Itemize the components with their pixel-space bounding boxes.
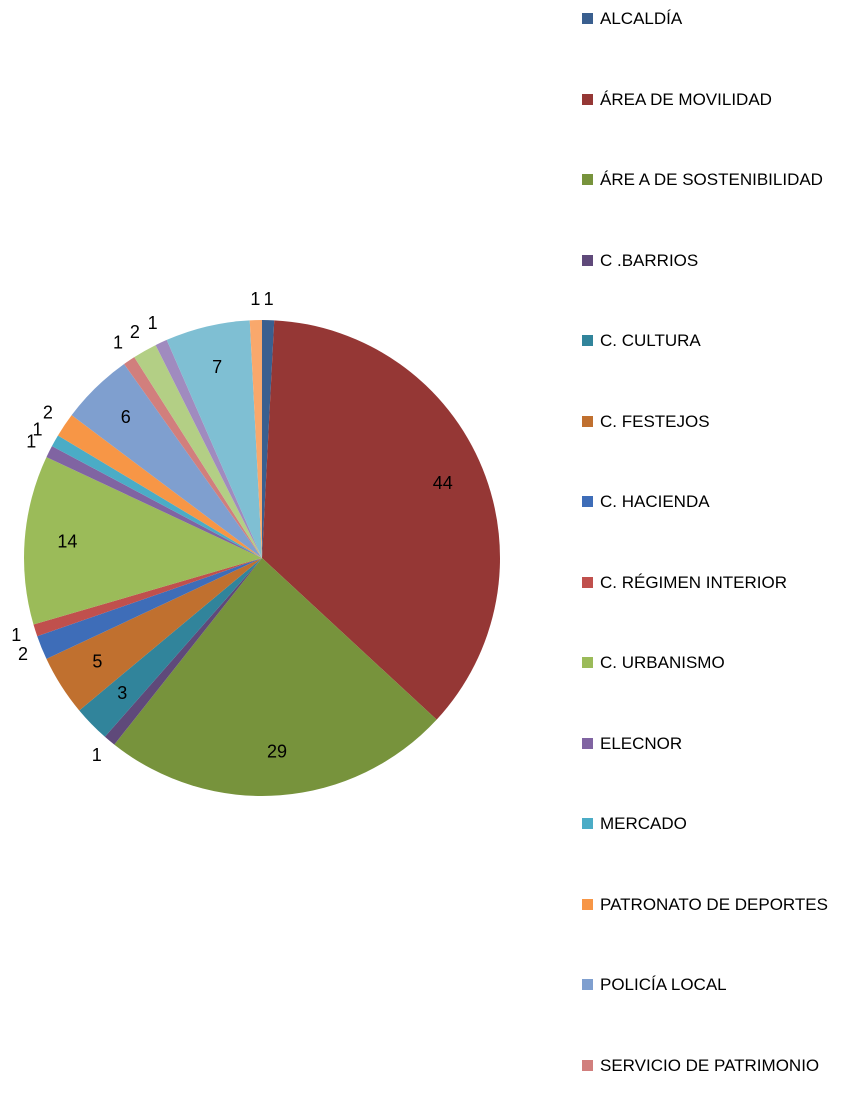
pie-slice xyxy=(104,558,263,745)
pie-slice xyxy=(79,558,263,737)
legend-swatch xyxy=(582,657,593,668)
data-label: 1 xyxy=(32,420,42,440)
data-label: 1 xyxy=(92,745,102,765)
data-label: 1 xyxy=(113,333,123,353)
legend-item: ÁREA DE MOVILIDAD xyxy=(582,84,844,116)
legend-item: POLICÍA LOCAL xyxy=(582,969,844,1001)
data-label: 14 xyxy=(57,532,77,552)
data-label: 44 xyxy=(433,473,453,493)
pie-slice xyxy=(262,320,275,558)
data-label: 6 xyxy=(121,407,131,427)
data-label: 1 xyxy=(250,289,260,309)
pie-slice xyxy=(57,415,262,558)
data-label: 7 xyxy=(212,357,222,377)
pie-slice xyxy=(46,558,263,711)
pie-slice xyxy=(24,457,262,625)
legend-label: C. RÉGIMEN INTERIOR xyxy=(600,572,788,592)
legend-item: C. FESTEJOS xyxy=(582,406,844,438)
legend-item: MERCADO xyxy=(582,808,844,840)
pie-slice xyxy=(155,339,262,558)
data-label: 1 xyxy=(148,313,158,333)
data-label: 1 xyxy=(11,625,21,645)
legend-label: C. HACIENDA xyxy=(600,492,710,511)
legend-item: C. URBANISMO xyxy=(582,647,844,679)
legend-swatch xyxy=(582,818,593,829)
pie-slice xyxy=(51,435,262,558)
legend-label: C. CULTURA xyxy=(600,331,701,350)
data-label: 1 xyxy=(264,289,274,309)
data-label: 2 xyxy=(43,403,53,423)
pie-slice xyxy=(114,558,437,796)
legend-label: POLICÍA LOCAL xyxy=(600,975,727,994)
pie-slice xyxy=(46,446,263,558)
legend-item: ÁRE A DE SOSTENIBILIDAD xyxy=(582,164,844,196)
legend-label: PATRONATO DE DEPORTES xyxy=(600,894,828,914)
pie-slice xyxy=(33,558,262,637)
data-label: 29 xyxy=(267,741,287,761)
pie-slice xyxy=(134,345,262,558)
pie-slice xyxy=(166,320,262,558)
data-label: 2 xyxy=(130,322,140,342)
legend-label: MERCADO xyxy=(600,814,687,833)
legend-swatch xyxy=(582,174,593,185)
legend-swatch xyxy=(582,898,593,910)
legend-label: ÁRE A DE SOSTENIBILIDAD xyxy=(600,170,823,189)
pie-slice xyxy=(124,357,262,558)
legend-swatch xyxy=(582,979,593,990)
data-label: 3 xyxy=(117,683,127,703)
data-label: 5 xyxy=(92,651,102,671)
legend-swatch xyxy=(582,254,593,266)
legend-swatch xyxy=(582,335,593,346)
legend-label: C. FESTEJOS xyxy=(600,411,710,431)
legend-swatch xyxy=(582,576,593,588)
legend-label: SERVICIO DE PATRIMONIO xyxy=(600,1055,820,1075)
legend-swatch xyxy=(582,93,593,105)
pie-slice xyxy=(249,320,262,558)
pie-slice xyxy=(37,558,262,659)
legend-item: C. RÉGIMEN INTERIOR xyxy=(582,567,844,599)
legend-item: C .BARRIOS xyxy=(582,245,844,277)
legend-swatch xyxy=(582,737,593,749)
legend-item: SERVICIO DE PATRIMONIO xyxy=(582,1050,844,1082)
data-label: 1 xyxy=(26,431,36,451)
legend-swatch xyxy=(582,1059,593,1071)
legend-label: ELECNOR xyxy=(600,733,683,753)
legend-label: C .BARRIOS xyxy=(600,250,699,270)
pie-slice xyxy=(71,364,262,558)
legend-label: ÁREA DE MOVILIDAD xyxy=(600,89,772,109)
data-label: 2 xyxy=(18,644,28,664)
legend-label: C. URBANISMO xyxy=(600,653,725,672)
legend-swatch xyxy=(582,415,593,427)
legend-item: ELECNOR xyxy=(582,728,844,760)
legend-item: C. HACIENDA xyxy=(582,486,844,518)
legend-item: C. CULTURA xyxy=(582,325,844,357)
legend-item: ALCALDÍA xyxy=(582,3,844,35)
legend-swatch xyxy=(582,13,593,24)
pie-slice xyxy=(262,320,501,720)
legend-swatch xyxy=(582,496,593,507)
legend-item: PATRONATO DE DEPORTES xyxy=(582,889,844,921)
legend-label: ALCALDÍA xyxy=(600,9,683,28)
